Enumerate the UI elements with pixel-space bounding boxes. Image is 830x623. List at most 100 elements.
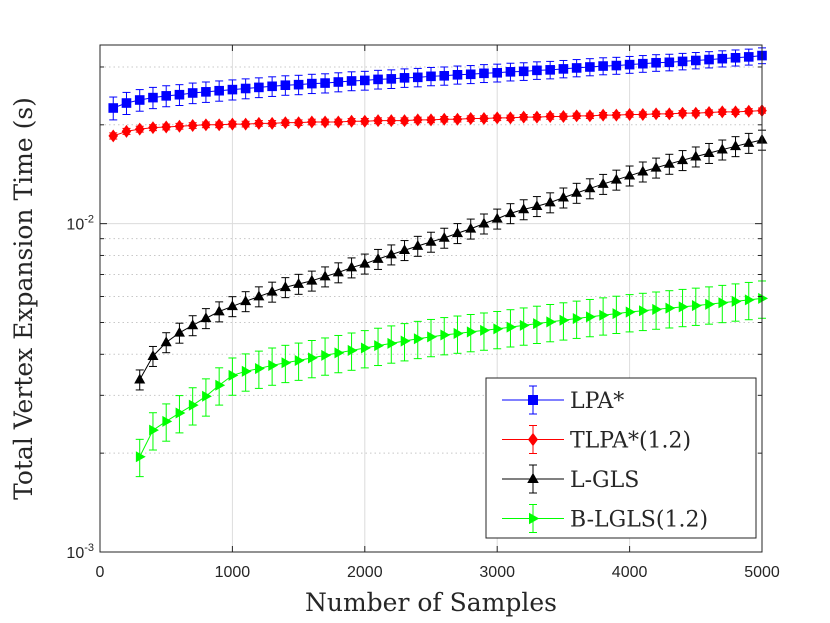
series-lpa: [108, 47, 767, 121]
data-point: [624, 59, 635, 70]
data-point: [479, 112, 489, 126]
data-point: [557, 191, 569, 202]
data-point: [465, 112, 476, 126]
data-point: [505, 67, 516, 77]
data-point: [572, 313, 583, 325]
legend-label: LPA*: [570, 389, 624, 414]
x-axis-label: Number of Samples: [305, 588, 557, 617]
data-point: [518, 66, 529, 77]
data-point: [412, 72, 423, 83]
legend-marker: [529, 512, 540, 525]
data-point: [279, 281, 291, 292]
data-point: [321, 349, 332, 361]
data-point: [585, 62, 595, 72]
data-point: [254, 116, 264, 130]
legend-marker: [527, 472, 539, 483]
data-point: [346, 114, 357, 128]
data-point: [280, 80, 291, 91]
data-point: [743, 52, 754, 62]
legend-label: TLPA*(1.2): [570, 429, 691, 454]
data-point: [611, 60, 622, 71]
data-point: [360, 114, 370, 128]
data-point: [346, 76, 357, 86]
axis-ticks: 0 1000 2000 3000 4000 5000 10-3 10-2: [66, 45, 780, 581]
data-point: [268, 359, 279, 371]
data-point: [730, 52, 741, 63]
data-point: [306, 274, 318, 285]
data-point: [162, 415, 173, 427]
data-point: [704, 54, 714, 65]
data-point: [373, 114, 383, 128]
data-point: [465, 69, 476, 80]
data-point: [161, 120, 171, 134]
data-point: [399, 114, 410, 128]
data-point: [478, 217, 490, 228]
x-tick-label: 4000: [612, 564, 648, 581]
y-axis-label: Total Vertex Expansion Time (s): [9, 97, 38, 500]
data-point: [412, 239, 424, 250]
data-point: [134, 122, 145, 136]
data-point: [187, 119, 198, 132]
data-point: [546, 316, 557, 328]
data-point: [227, 117, 238, 131]
data-point: [704, 106, 714, 119]
data-point: [214, 85, 224, 96]
data-point: [227, 84, 238, 95]
data-point: [334, 347, 345, 359]
legend-marker: [528, 395, 538, 405]
data-point: [160, 336, 172, 347]
data-point: [426, 113, 436, 127]
data-point: [465, 222, 477, 233]
data-point: [307, 78, 317, 89]
data-point: [121, 124, 132, 138]
data-point: [571, 109, 582, 123]
x-tick-label: 5000: [744, 564, 780, 581]
data-point: [255, 363, 265, 375]
series-l-gls: [134, 129, 768, 391]
x-tick-label: 1000: [215, 564, 251, 581]
data-point: [200, 312, 212, 323]
data-point: [586, 311, 596, 323]
data-point: [624, 169, 636, 180]
data-point: [505, 111, 516, 125]
data-point: [638, 108, 648, 121]
data-point: [480, 324, 490, 336]
data-point: [716, 143, 728, 154]
data-point: [664, 57, 675, 68]
data-point: [148, 92, 158, 103]
data-point: [758, 292, 768, 304]
data-point: [215, 379, 226, 391]
data-point: [452, 112, 463, 126]
data-point: [664, 107, 675, 121]
y-tick-label: 10-3: [66, 542, 94, 562]
data-point: [386, 114, 397, 128]
data-point: [294, 354, 305, 367]
data-point: [226, 300, 238, 311]
legend-label: B-LGLS(1.2): [570, 508, 708, 533]
data-point: [399, 244, 411, 255]
data-point: [691, 106, 701, 120]
data-point: [663, 157, 675, 168]
data-point: [690, 150, 702, 161]
data-point: [267, 81, 277, 92]
data-point: [744, 294, 755, 306]
data-point: [491, 212, 503, 223]
data-point: [254, 82, 264, 93]
data-point: [624, 108, 635, 121]
data-point: [308, 352, 318, 364]
data-point: [639, 305, 649, 317]
data-point: [108, 129, 119, 143]
x-tick-label: 3000: [479, 564, 515, 581]
data-point: [134, 373, 146, 384]
data-point: [558, 64, 569, 74]
data-point: [677, 106, 688, 120]
data-point: [293, 79, 304, 90]
data-point: [453, 327, 464, 339]
data-point: [293, 277, 305, 288]
data-point: [610, 173, 622, 184]
data-point: [360, 342, 371, 354]
data-point: [650, 161, 662, 172]
legend-marker: [528, 432, 538, 447]
data-point: [134, 95, 145, 105]
